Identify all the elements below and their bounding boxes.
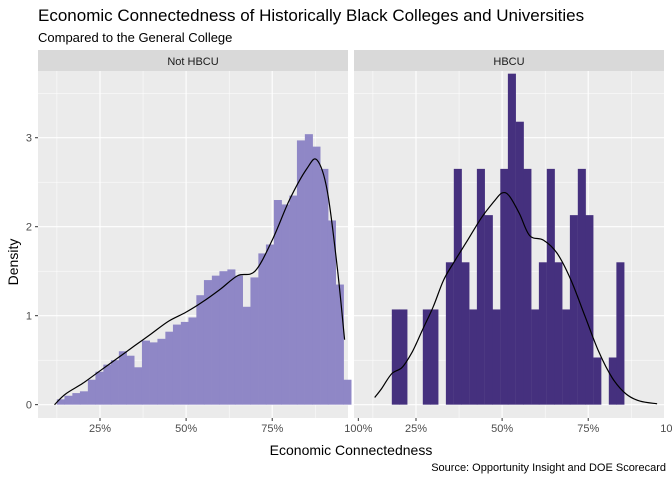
not-hbcu-panel: Not HBCU 25% 50% 75% 100% 0 1 2 3 [26,50,373,435]
x-axis-title: Economic Connectedness [270,442,433,458]
y-tick-label: 3 [26,133,32,145]
not-hbcu-histogram-bar [242,306,251,405]
not-hbcu-histogram-bar [327,220,336,405]
hbcu-histogram-bar [593,357,602,405]
not-hbcu-histogram-bar [180,321,189,405]
not-hbcu-histogram-bar [95,371,104,405]
hbcu-histogram-bar [484,215,493,405]
not-hbcu-histogram-bar [343,379,352,405]
hbcu-histogram-bar [422,309,431,405]
hbcu-histogram-bar [554,262,563,405]
y-tick-label: 1 [26,311,32,323]
chart-subtitle: Compared to the General College [38,30,232,45]
x-tick-label: 50% [175,423,197,435]
not-hbcu-histogram-bar [203,280,212,405]
not-hbcu-histogram-bar [165,331,174,405]
y-tick-label: 0 [26,400,32,412]
x-tick-label: 75% [577,423,599,435]
not-hbcu-histogram-bar [273,200,282,405]
not-hbcu-histogram-bar [196,295,205,405]
not-hbcu-histogram-bar [296,140,305,405]
hbcu-histogram-bar [461,262,470,405]
hbcu-histogram-bar [569,215,578,405]
not-hbcu-histogram-bar [87,379,96,405]
hbcu-histogram-bar [515,121,524,405]
not-hbcu-histogram-bar [149,342,158,405]
chart-caption: Source: Opportunity Insight and DOE Scor… [431,462,666,474]
hbcu-strip [354,50,664,71]
not-hbcu-histogram-bar [304,134,313,405]
not-hbcu-histogram-bar [56,399,65,405]
hbcu-histogram-bar [430,309,439,405]
x-tick-label: 100% [344,423,372,435]
not-hbcu-histogram-bar [312,146,321,405]
not-hbcu-histogram-bar [110,360,119,405]
not-hbcu-histogram-bar [258,253,267,405]
not-hbcu-strip-label: Not HBCU [167,56,218,68]
x-tick-label: 25% [89,423,111,435]
not-hbcu-histogram-bar [234,275,243,405]
hbcu-histogram-bar [523,168,532,405]
not-hbcu-histogram-bar [289,195,298,405]
not-hbcu-histogram-bar [211,275,220,405]
hbcu-histogram-bar [546,168,555,405]
not-hbcu-strip [38,50,348,71]
not-hbcu-histogram-bar [157,338,166,405]
not-hbcu-density-curve [54,158,346,406]
hbcu-histogram-bar [399,309,408,405]
not-hbcu-histogram-bar [134,367,143,405]
not-hbcu-histogram-bar [79,391,88,405]
hbcu-histogram-bar [391,309,400,405]
hbcu-histogram-bar [492,309,501,405]
not-hbcu-histogram-bar [141,340,150,405]
hbcu-histogram-bar [562,309,571,405]
not-hbcu-histogram-bar [118,351,127,405]
not-hbcu-histogram-bar [219,271,228,405]
hbcu-histogram-bar [531,309,540,405]
x-tick-label: 75% [261,423,283,435]
y-tick-label: 2 [26,222,32,234]
not-hbcu-histogram-bar [281,204,290,405]
not-hbcu-histogram-bar [126,355,135,405]
hbcu-histogram-bar [500,168,509,405]
hbcu-strip-label: HBCU [493,56,524,68]
hbcu-panel: HBCU 25% 50% 75% 100% [354,50,672,435]
not-hbcu-histogram-bar [103,364,112,405]
hbcu-histogram-bar [616,262,625,405]
not-hbcu-histogram-bar [172,324,181,405]
chart-title: Economic Connectedness of Historically B… [38,6,584,25]
not-hbcu-histogram-bar [265,244,274,405]
not-hbcu-histogram-bar [320,168,329,405]
hbcu-histogram-bar [577,168,586,405]
x-tick-label: 50% [491,423,513,435]
not-hbcu-histogram-bar [335,284,344,405]
x-tick-label: 100% [660,423,672,435]
hbcu-histogram-bar [445,262,454,405]
not-hbcu-histogram-bar [188,317,197,405]
hbcu-histogram-bar [469,309,478,405]
not-hbcu-histogram-bar [250,277,259,405]
hbcu-histogram-bar [476,168,485,405]
not-hbcu-histogram-bar [72,393,81,405]
x-tick-label: 25% [405,423,427,435]
hbcu-histogram-bar [585,215,594,405]
hbcu-histogram-bar [507,73,516,405]
hbcu-density-curve [374,191,658,405]
hbcu-histogram-bar [608,357,617,405]
not-hbcu-histogram-bar [227,269,236,405]
facet-panels: Not HBCU 25% 50% 75% 100% 0 1 2 3 HBCU 25% 50% 75% 10… [26,50,672,435]
y-axis-title: Density [5,239,21,286]
hbcu-histogram-bar [453,168,462,405]
hbcu-histogram-bar [538,262,547,405]
not-hbcu-histogram-bar [64,395,73,405]
